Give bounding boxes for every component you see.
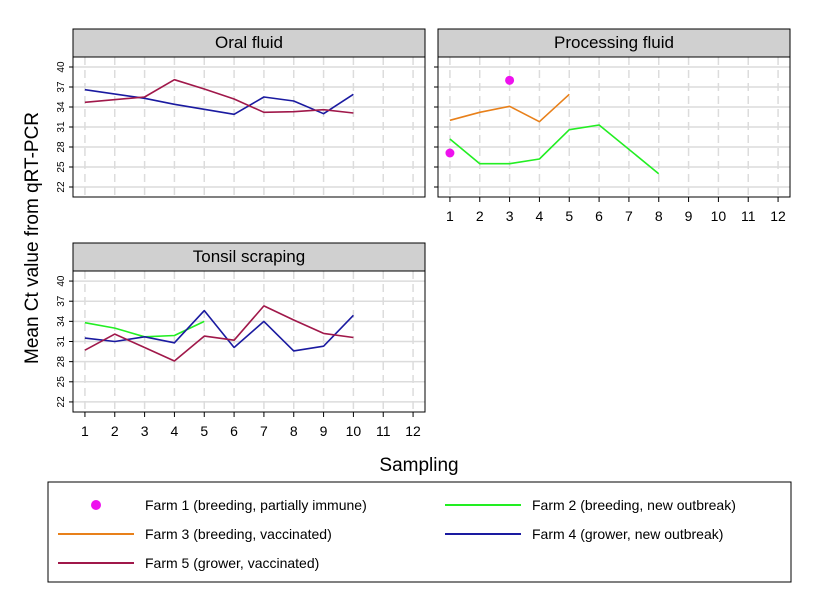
series <box>449 93 570 123</box>
y-tick-label: 37 <box>56 295 67 307</box>
x-tick-label: 10 <box>711 208 727 224</box>
series-line <box>449 124 660 175</box>
x-tick-label: 8 <box>290 423 298 439</box>
series <box>84 309 354 352</box>
x-tick-label: 10 <box>346 423 362 439</box>
legend-label: Farm 1 (breeding, partially immune) <box>145 497 367 513</box>
x-tick-label: 1 <box>446 208 454 224</box>
x-tick-label: 1 <box>81 423 89 439</box>
y-tick-label: 34 <box>56 315 67 327</box>
y-tick-label: 22 <box>56 181 67 193</box>
x-tick-label: 11 <box>741 208 756 224</box>
legend-label: Farm 5 (grower, vaccinated) <box>145 555 319 571</box>
y-tick-label: 40 <box>56 275 67 287</box>
x-tick-label: 7 <box>625 208 633 224</box>
x-tick-label: 4 <box>536 208 544 224</box>
series <box>449 124 660 175</box>
x-tick-label: 4 <box>171 423 179 439</box>
legend-entry: Farm 1 (breeding, partially immune) <box>91 497 367 513</box>
panel-title: Tonsil scraping <box>193 247 305 266</box>
x-tick-label: 6 <box>595 208 603 224</box>
panel-strip <box>72 242 426 272</box>
y-tick-label: 31 <box>56 121 67 133</box>
y-tick-label: 25 <box>56 376 67 388</box>
panel-title: Oral fluid <box>215 33 283 52</box>
series <box>84 305 354 362</box>
y-tick-label: 22 <box>56 396 67 408</box>
legend-label: Farm 4 (grower, new outbreak) <box>532 526 723 542</box>
panel-strip <box>72 28 426 58</box>
x-tick-label: 3 <box>141 423 149 439</box>
y-tick-label: 28 <box>56 141 67 153</box>
y-tick-label: 28 <box>56 356 67 368</box>
panel-title: Processing fluid <box>554 33 674 52</box>
legend-entry: Farm 3 (breeding, vaccinated) <box>58 526 332 542</box>
x-tick-label: 9 <box>320 423 328 439</box>
y-axis-title: Mean Ct value from qRT-PCR <box>22 112 43 364</box>
y-tick-label: 40 <box>56 61 67 73</box>
legend-key <box>91 500 101 510</box>
x-tick-label: 6 <box>230 423 238 439</box>
legend-label: Farm 3 (breeding, vaccinated) <box>145 526 332 542</box>
legend-entry: Farm 2 (breeding, new outbreak) <box>445 497 736 513</box>
series <box>84 78 354 114</box>
data-point <box>505 75 515 85</box>
x-tick-label: 2 <box>476 208 484 224</box>
x-tick-label: 8 <box>655 208 663 224</box>
x-axis-title: Sampling <box>379 455 458 476</box>
series-line <box>84 78 354 114</box>
x-tick-label: 9 <box>685 208 693 224</box>
legend-label: Farm 2 (breeding, new outbreak) <box>532 497 736 513</box>
x-tick-label: 12 <box>405 423 421 439</box>
series-line <box>84 309 354 352</box>
series-line <box>449 93 570 123</box>
y-tick-label: 25 <box>56 161 67 173</box>
x-tick-label: 11 <box>376 423 391 439</box>
legend-entry: Farm 4 (grower, new outbreak) <box>445 526 723 542</box>
y-tick-label: 37 <box>56 81 67 93</box>
series <box>445 75 515 158</box>
x-tick-label: 12 <box>770 208 786 224</box>
x-tick-label: 2 <box>111 423 119 439</box>
y-tick-label: 31 <box>56 336 67 348</box>
panel-1: Oral fluid 22 25 28 31 34 37 40 <box>56 28 426 198</box>
legend-box <box>47 481 792 583</box>
x-tick-label: 5 <box>200 423 208 439</box>
x-tick-label: 3 <box>506 208 514 224</box>
legend: Farm 1 (breeding, partially immune) Farm … <box>47 481 792 583</box>
legend-entry: Farm 5 (grower, vaccinated) <box>58 555 319 571</box>
series-line <box>84 305 354 362</box>
y-tick-label: 34 <box>56 101 67 113</box>
x-tick-label: 7 <box>260 423 268 439</box>
data-point <box>445 148 455 158</box>
x-tick-label: 5 <box>565 208 573 224</box>
